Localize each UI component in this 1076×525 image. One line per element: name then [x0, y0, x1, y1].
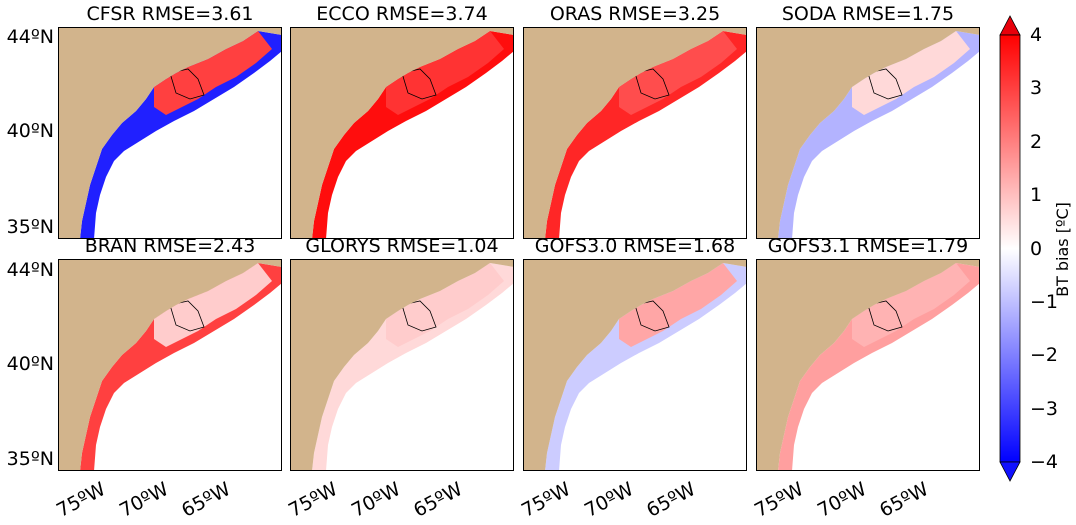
y-tick-label: 44ºN [6, 26, 54, 48]
x-tick-label: 70ºW [580, 478, 637, 522]
land-mask [290, 259, 514, 471]
colorbar-label: BT bias [ºC] [1052, 202, 1072, 297]
shelf-bias-field [312, 31, 514, 239]
map-panel [756, 259, 980, 471]
map-panel [523, 27, 747, 239]
land-mask [756, 259, 980, 471]
panel-title: GLORYS RMSE=1.04 [305, 235, 499, 257]
land-mask [523, 27, 747, 239]
gulf-of-maine-bias-field [619, 31, 737, 115]
shelf-bias-field [545, 263, 747, 471]
x-tick-label: 65ºW [876, 478, 933, 522]
depth-contour [867, 68, 903, 100]
depth-contour [169, 68, 205, 100]
land-mask [756, 27, 980, 239]
y-tick-label: 40ºN [6, 353, 54, 375]
map-panel [523, 259, 747, 471]
x-tick-label: 70ºW [813, 478, 870, 522]
map-panel [58, 27, 282, 239]
colorbar [999, 15, 1021, 482]
gulf-of-maine-bias-field [386, 263, 504, 347]
colorbar-tick-label: 0 [1030, 237, 1043, 260]
x-tick-label: 75ºW [750, 478, 808, 522]
gulf-of-maine-bias-field [852, 263, 970, 347]
x-tick-label: 65ºW [410, 478, 467, 522]
shelf-bias-field [778, 31, 980, 239]
map-panel [290, 27, 514, 239]
colorbar-max-extend [999, 15, 1021, 36]
shelf-bias-field [545, 31, 747, 239]
map-panel [58, 259, 282, 471]
depth-contour [401, 300, 437, 332]
colorbar-tick-label: 2 [1030, 130, 1043, 153]
gulf-of-maine-bias-field [619, 263, 737, 347]
depth-contour [867, 300, 903, 332]
colorbar-tick-label: −4 [1030, 451, 1059, 473]
panel-frame [756, 27, 980, 239]
x-tick-label: 75ºW [284, 478, 342, 522]
gulf-of-maine-bias-field [852, 31, 970, 115]
shelf-bias-field [80, 31, 282, 239]
panel-title: SODA RMSE=1.75 [781, 3, 955, 25]
colorbar-tick-label: −3 [1030, 397, 1059, 420]
colorbar-tick-label: 3 [1030, 77, 1043, 100]
x-tick-label: 70ºW [115, 478, 172, 522]
panel-frame [523, 27, 747, 239]
map-panel [756, 27, 980, 239]
shelf-bias-field [80, 263, 282, 471]
shelf-bias-field [312, 263, 514, 471]
panel-title: CFSR RMSE=3.61 [86, 3, 254, 25]
land-mask [523, 259, 747, 471]
gulf-of-maine-bias-field [154, 31, 272, 115]
land-mask [290, 27, 514, 239]
y-tick-label: 35ºN [6, 216, 54, 238]
colorbar-tick-label: 1 [1030, 184, 1043, 207]
panel-frame [523, 259, 747, 471]
panel-title: GOFS3.1 RMSE=1.79 [767, 235, 969, 257]
y-tick-label: 40ºN [6, 120, 54, 142]
land-mask [58, 259, 282, 471]
depth-contour [634, 300, 670, 332]
colorbar-tick-label: −1 [1030, 290, 1059, 313]
depth-contour [169, 300, 205, 332]
panel-frame [58, 259, 282, 471]
panel-frame [756, 259, 980, 471]
gulf-of-maine-bias-field [154, 263, 272, 347]
map-panel [290, 259, 514, 471]
shelf-bias-field [778, 263, 980, 471]
depth-contour [634, 68, 670, 100]
panel-title: BRAN RMSE=2.43 [84, 235, 256, 257]
land-mask [58, 27, 282, 239]
panel-title: ECCO RMSE=3.74 [316, 3, 488, 25]
panel-title: GOFS3.0 RMSE=1.68 [534, 235, 736, 257]
panel-title: ORAS RMSE=3.25 [549, 3, 721, 25]
x-tick-label: 75ºW [517, 478, 575, 522]
panel-frame [290, 27, 514, 239]
x-tick-label: 65ºW [178, 478, 235, 522]
panel-frame [290, 259, 514, 471]
colorbar-tick-label: 4 [1030, 24, 1043, 46]
y-tick-label: 44ºN [6, 259, 54, 281]
gulf-of-maine-bias-field [386, 31, 504, 115]
colorbar-body [999, 34, 1021, 463]
x-tick-label: 70ºW [347, 478, 404, 522]
x-tick-label: 75ºW [52, 478, 110, 522]
panel-frame [58, 27, 282, 239]
colorbar-tick-label: −2 [1030, 344, 1059, 367]
y-tick-label: 35ºN [6, 448, 54, 470]
depth-contour [401, 68, 437, 100]
colorbar-min-extend [999, 461, 1021, 482]
x-tick-label: 65ºW [643, 478, 700, 522]
